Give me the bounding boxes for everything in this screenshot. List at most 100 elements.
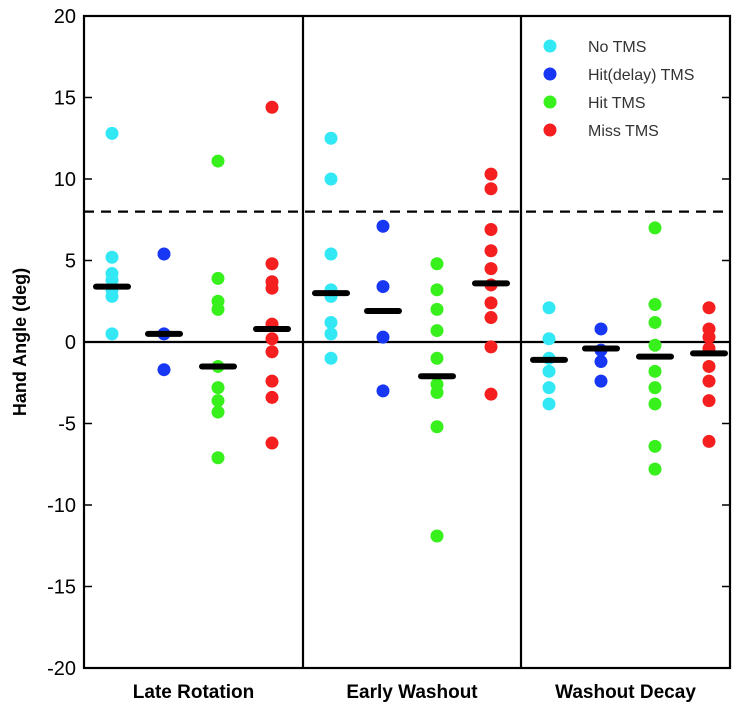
data-point <box>430 324 444 338</box>
data-point <box>265 390 279 404</box>
data-point <box>430 351 444 365</box>
data-point <box>594 374 608 388</box>
data-point <box>484 244 498 258</box>
data-point <box>324 247 338 261</box>
y-tick-label: -10 <box>47 495 76 517</box>
y-axis-ticks: -20 -15 -10 -5 0 5 10 15 20 <box>47 6 730 680</box>
legend-label: No TMS <box>588 39 646 56</box>
data-point <box>648 381 662 395</box>
data-point <box>702 434 716 448</box>
data-point <box>542 397 556 411</box>
data-point <box>702 374 716 388</box>
group-label: Late Rotation <box>133 682 254 703</box>
legend-marker <box>543 95 557 109</box>
data-point <box>702 330 716 344</box>
data-point <box>430 283 444 297</box>
legend-marker <box>543 123 557 137</box>
y-axis-label: Hand Angle (deg) <box>10 268 30 416</box>
data-point <box>430 257 444 271</box>
data-point <box>265 100 279 114</box>
data-point <box>265 257 279 271</box>
legend-label: Miss TMS <box>588 123 659 140</box>
data-point <box>648 364 662 378</box>
data-point <box>484 262 498 276</box>
data-point <box>324 172 338 186</box>
group-label: Early Washout <box>346 682 478 703</box>
y-tick-label: 5 <box>65 251 76 273</box>
data-point <box>430 529 444 543</box>
data-points <box>105 100 716 543</box>
data-point <box>648 397 662 411</box>
data-point <box>542 364 556 378</box>
data-point <box>157 363 171 377</box>
y-tick-label: 10 <box>54 169 76 191</box>
data-point <box>211 381 225 395</box>
data-point <box>484 311 498 325</box>
data-point <box>542 332 556 346</box>
data-point <box>211 451 225 465</box>
data-point <box>105 327 119 341</box>
data-point <box>211 271 225 285</box>
data-point <box>484 296 498 310</box>
data-point <box>211 154 225 168</box>
y-tick-label: 20 <box>54 6 76 28</box>
data-point <box>265 436 279 450</box>
data-point <box>376 280 390 294</box>
data-point <box>648 315 662 329</box>
data-point <box>594 355 608 369</box>
data-point <box>702 394 716 408</box>
data-point <box>484 340 498 354</box>
data-point <box>484 387 498 401</box>
data-point <box>648 298 662 312</box>
data-point <box>105 289 119 303</box>
y-tick-label: -5 <box>58 414 76 436</box>
data-point <box>324 351 338 365</box>
data-point <box>484 167 498 181</box>
plot-border <box>82 14 732 670</box>
data-point <box>265 345 279 359</box>
data-point <box>265 332 279 346</box>
data-point <box>324 327 338 341</box>
data-point <box>430 386 444 400</box>
data-point <box>105 273 119 287</box>
data-point <box>265 281 279 295</box>
data-point <box>648 439 662 453</box>
data-point <box>324 315 338 329</box>
data-point <box>376 330 390 344</box>
data-point <box>542 301 556 315</box>
y-tick-label: -15 <box>47 577 76 599</box>
legend-label: Hit(delay) TMS <box>588 67 694 84</box>
data-point <box>430 302 444 316</box>
axis-labels: Hand Angle (deg) Late Rotation Early Washo… <box>10 268 696 703</box>
data-point <box>648 338 662 352</box>
legend-marker <box>543 39 557 53</box>
data-point <box>157 247 171 261</box>
data-point <box>430 420 444 434</box>
data-point <box>484 182 498 196</box>
group-label: Washout Decay <box>555 682 696 703</box>
mean-markers <box>93 280 728 380</box>
data-point <box>105 126 119 140</box>
data-point <box>702 359 716 373</box>
data-point <box>648 462 662 476</box>
data-point <box>702 301 716 315</box>
legend-marker <box>543 67 557 81</box>
legend-label: Hit TMS <box>588 95 645 112</box>
data-point <box>211 394 225 408</box>
plot-frame <box>82 14 732 670</box>
data-point <box>324 131 338 145</box>
data-point <box>376 384 390 398</box>
data-point <box>542 381 556 395</box>
data-point <box>594 322 608 336</box>
y-tick-label: 0 <box>65 332 76 354</box>
data-point <box>376 219 390 233</box>
y-tick-label: -20 <box>47 658 76 680</box>
y-tick-label: 15 <box>54 88 76 110</box>
data-point <box>648 221 662 235</box>
data-point <box>265 374 279 388</box>
data-point <box>105 250 119 264</box>
reference-lines <box>84 210 730 344</box>
data-point <box>211 302 225 316</box>
data-point <box>211 405 225 419</box>
